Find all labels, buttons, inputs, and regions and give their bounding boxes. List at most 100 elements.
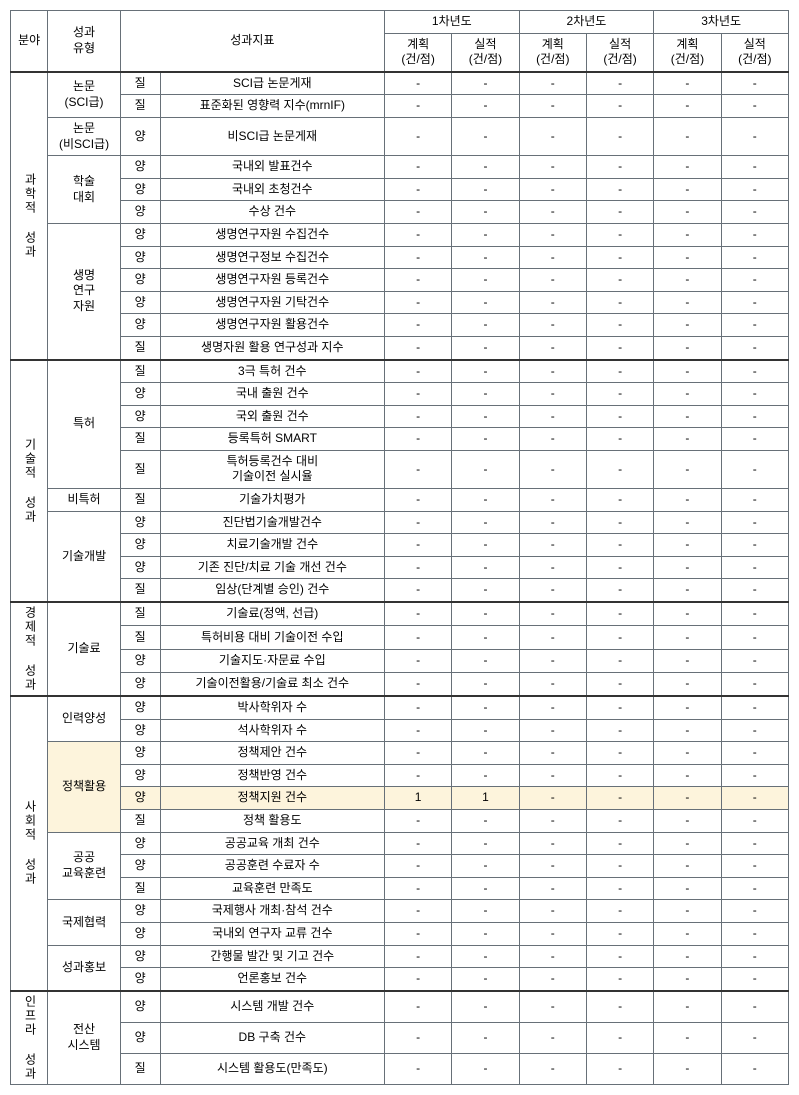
val: - xyxy=(384,764,451,787)
ind-policy-util: 정책 활용도 xyxy=(160,810,384,833)
val: - xyxy=(721,405,788,428)
val: - xyxy=(586,696,653,719)
ind-edu-open: 공공교육 개최 건수 xyxy=(160,832,384,855)
ind-std-if: 표준화된 영향력 지수(mrnIF) xyxy=(160,95,384,118)
val: - xyxy=(586,314,653,337)
val: - xyxy=(721,360,788,383)
ind-treat: 치료기술개발 건수 xyxy=(160,534,384,557)
val: - xyxy=(384,900,451,923)
val: - xyxy=(519,626,586,649)
ind-bio-deposit: 생명연구자원 기탁건수 xyxy=(160,291,384,314)
val: - xyxy=(721,117,788,155)
val: - xyxy=(519,602,586,626)
val: - xyxy=(586,556,653,579)
val: - xyxy=(519,246,586,269)
val: - xyxy=(384,450,451,488)
val: - xyxy=(586,832,653,855)
val: - xyxy=(384,336,451,359)
sub-qual: 질 xyxy=(120,450,160,488)
sub-quant: 양 xyxy=(120,649,160,672)
sub-quant: 양 xyxy=(120,117,160,155)
sub-qual: 질 xyxy=(120,1053,160,1084)
ind-patent-dom: 국내 출원 건수 xyxy=(160,383,384,406)
val: - xyxy=(721,223,788,246)
val: - xyxy=(519,787,586,810)
val: - xyxy=(586,968,653,991)
type-training: 공공 교육훈련 xyxy=(48,832,120,900)
val: - xyxy=(452,489,519,512)
sub-qual: 질 xyxy=(120,428,160,451)
val: - xyxy=(452,855,519,878)
val: - xyxy=(721,900,788,923)
val: - xyxy=(654,672,721,696)
val: - xyxy=(452,383,519,406)
val: - xyxy=(654,787,721,810)
val: - xyxy=(519,1022,586,1053)
sub-qual: 질 xyxy=(120,877,160,900)
val: - xyxy=(654,1053,721,1084)
val: - xyxy=(654,178,721,201)
sub-qual: 질 xyxy=(120,810,160,833)
val: - xyxy=(721,742,788,765)
val: - xyxy=(384,223,451,246)
type-nonpatent: 비특허 xyxy=(48,489,120,512)
val: - xyxy=(384,383,451,406)
ind-tech-val: 기술가치평가 xyxy=(160,489,384,512)
val: - xyxy=(721,810,788,833)
val: - xyxy=(586,72,653,95)
val: - xyxy=(384,968,451,991)
val: - xyxy=(586,269,653,292)
val: - xyxy=(384,556,451,579)
val: - xyxy=(586,95,653,118)
val: - xyxy=(519,556,586,579)
ind-intl-exchange: 국내외 연구자 교류 건수 xyxy=(160,922,384,945)
val: - xyxy=(654,450,721,488)
val: - xyxy=(519,72,586,95)
val: - xyxy=(452,534,519,557)
val: - xyxy=(452,649,519,672)
val: - xyxy=(519,991,586,1023)
val: - xyxy=(519,314,586,337)
val: - xyxy=(654,832,721,855)
val: - xyxy=(721,649,788,672)
val: - xyxy=(654,719,721,742)
val: - xyxy=(654,945,721,968)
type-conference: 학술 대회 xyxy=(48,156,120,224)
val: - xyxy=(721,178,788,201)
val: - xyxy=(586,178,653,201)
val: - xyxy=(654,579,721,602)
val: - xyxy=(452,336,519,359)
val: - xyxy=(384,1022,451,1053)
val: - xyxy=(721,968,788,991)
val: - xyxy=(721,72,788,95)
val: - xyxy=(519,360,586,383)
val: - xyxy=(384,511,451,534)
sub-quant: 양 xyxy=(120,832,160,855)
val: - xyxy=(384,246,451,269)
sub-quant: 양 xyxy=(120,922,160,945)
sub-qual: 질 xyxy=(120,72,160,95)
sub-quant: 양 xyxy=(120,383,160,406)
ind-conf-award: 수상 건수 xyxy=(160,201,384,224)
ind-media: 언론홍보 건수 xyxy=(160,968,384,991)
type-intlcoop: 국제협력 xyxy=(48,900,120,945)
val: - xyxy=(452,696,519,719)
val: - xyxy=(654,223,721,246)
val: - xyxy=(721,877,788,900)
val: - xyxy=(519,450,586,488)
val: 1 xyxy=(452,787,519,810)
val: - xyxy=(721,696,788,719)
val: - xyxy=(452,900,519,923)
val: - xyxy=(519,649,586,672)
val: - xyxy=(384,877,451,900)
val: - xyxy=(452,428,519,451)
ind-improve: 기존 진단/치료 기술 개선 건수 xyxy=(160,556,384,579)
ind-ms: 석사학위자 수 xyxy=(160,719,384,742)
ind-policy-prop: 정책제안 건수 xyxy=(160,742,384,765)
ind-sci-paper: SCI급 논문게재 xyxy=(160,72,384,95)
sub-quant: 양 xyxy=(120,672,160,696)
sub-quant: 양 xyxy=(120,511,160,534)
val: - xyxy=(519,719,586,742)
val: - xyxy=(654,72,721,95)
val: - xyxy=(452,991,519,1023)
